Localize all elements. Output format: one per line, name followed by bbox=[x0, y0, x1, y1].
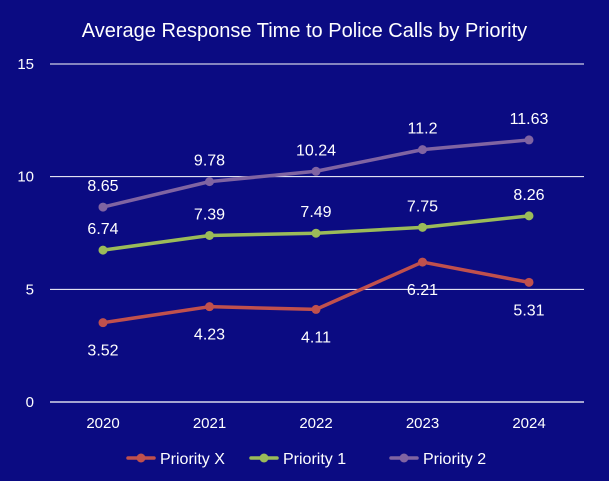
data-label: 4.23 bbox=[194, 327, 225, 344]
y-tick-label: 10 bbox=[17, 169, 34, 186]
x-tick-label: 2020 bbox=[86, 415, 119, 432]
data-label: 10.24 bbox=[296, 142, 336, 159]
legend-label: Priority 2 bbox=[423, 451, 486, 468]
data-point bbox=[418, 145, 427, 155]
legend-marker bbox=[259, 453, 269, 463]
data-label: 11.63 bbox=[510, 111, 549, 128]
data-point bbox=[418, 222, 427, 232]
data-label: 6.21 bbox=[407, 282, 438, 299]
data-point bbox=[205, 302, 214, 312]
data-label: 11.2 bbox=[408, 121, 438, 138]
data-label: 7.49 bbox=[300, 204, 331, 221]
data-point bbox=[524, 211, 534, 221]
data-label: 6.74 bbox=[87, 221, 118, 238]
data-point bbox=[205, 177, 214, 187]
data-point bbox=[418, 257, 427, 267]
data-label: 8.26 bbox=[513, 187, 544, 204]
data-label: 4.11 bbox=[301, 329, 331, 346]
data-point bbox=[311, 228, 321, 238]
x-tick-label: 2022 bbox=[299, 415, 332, 432]
legend-label: Priority X bbox=[160, 451, 225, 468]
x-tick-label: 2021 bbox=[193, 415, 226, 432]
data-point bbox=[98, 245, 108, 255]
y-tick-label: 5 bbox=[26, 281, 34, 298]
data-label: 5.31 bbox=[513, 302, 544, 319]
legend-marker bbox=[136, 453, 146, 463]
x-tick-label: 2024 bbox=[512, 415, 545, 432]
data-point bbox=[205, 230, 214, 240]
data-point bbox=[98, 202, 108, 212]
data-label: 3.52 bbox=[87, 343, 118, 360]
data-point bbox=[311, 304, 321, 314]
data-label: 9.78 bbox=[194, 153, 225, 170]
data-label: 7.39 bbox=[194, 206, 225, 223]
chart-title: Average Response Time to Police Calls by… bbox=[81, 20, 528, 42]
data-point bbox=[311, 166, 321, 176]
data-point bbox=[98, 318, 108, 328]
data-point bbox=[524, 135, 534, 145]
data-point bbox=[524, 277, 534, 287]
y-tick-label: 0 bbox=[26, 394, 34, 411]
x-tick-label: 2023 bbox=[406, 415, 439, 432]
data-label: 8.65 bbox=[87, 178, 118, 195]
data-label: 7.75 bbox=[407, 198, 438, 215]
y-tick-label: 15 bbox=[17, 56, 34, 73]
legend-marker bbox=[399, 453, 409, 463]
legend-label: Priority 1 bbox=[283, 451, 346, 468]
